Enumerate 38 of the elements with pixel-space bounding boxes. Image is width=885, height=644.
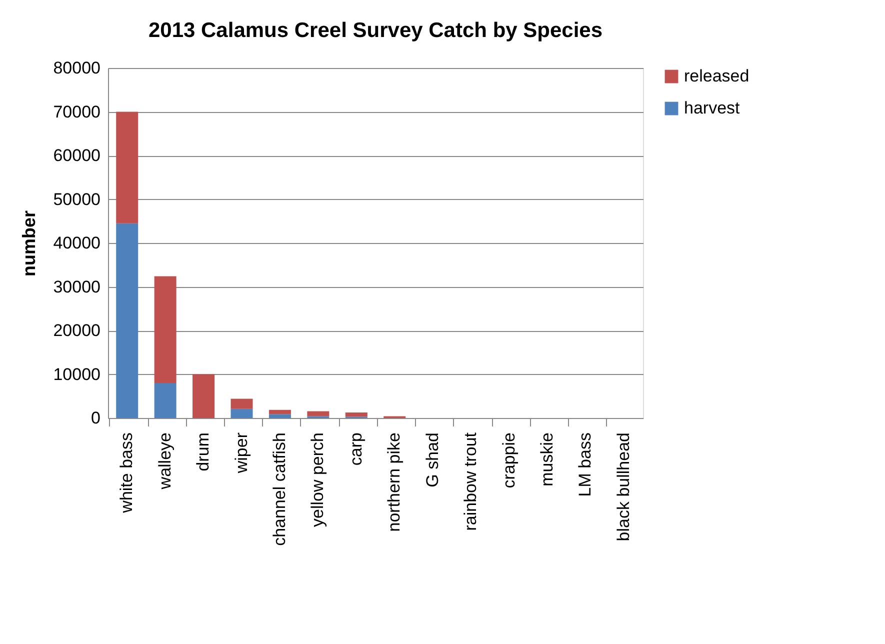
y-tick-label: 40000 [53, 234, 100, 252]
bar [192, 374, 215, 418]
y-tick-label: 0 [91, 408, 100, 428]
bar [345, 412, 368, 417]
x-tick-label: LM bass [576, 432, 595, 497]
y-tick-label: 70000 [53, 102, 100, 122]
bar [154, 276, 176, 383]
bar [230, 398, 253, 409]
x-tick-label: crappie [499, 432, 518, 488]
x-tick-label: white bass [117, 432, 136, 514]
y-tick-label: 60000 [53, 146, 100, 165]
bar [116, 112, 138, 224]
x-tick-label: channel catfish [270, 432, 289, 546]
x-tick-label: northern pike [384, 432, 404, 532]
x-tick-label: yellow perch [308, 432, 328, 527]
x-tick-label: muskie [537, 432, 556, 486]
bar [154, 383, 176, 418]
x-tick-label: walleye [155, 432, 174, 490]
y-tick-label: 50000 [53, 190, 100, 209]
bar [116, 223, 138, 418]
bar [230, 408, 253, 418]
chart-title: 2013 Calamus Creel Survey Catch by Species [148, 19, 603, 42]
bar [268, 410, 291, 414]
x-tick-label: G shad [422, 432, 442, 488]
x-tick-label: drum [194, 432, 213, 472]
x-tick-label: rainbow trout [461, 432, 480, 531]
x-tick-label: carp [346, 432, 366, 466]
x-tick-label: wiper [232, 432, 251, 474]
legend-label: harvest [684, 98, 740, 118]
legend-label: released [684, 66, 750, 86]
y-tick-label: 10000 [53, 364, 100, 384]
y-tick-label: 80000 [53, 58, 100, 78]
bar [268, 414, 291, 418]
x-tick-label: black bullhead [614, 432, 633, 542]
y-axis-title: number [19, 210, 40, 277]
y-tick-label: 20000 [53, 321, 100, 340]
y-tick-label: 30000 [53, 277, 100, 296]
bar [307, 411, 330, 416]
